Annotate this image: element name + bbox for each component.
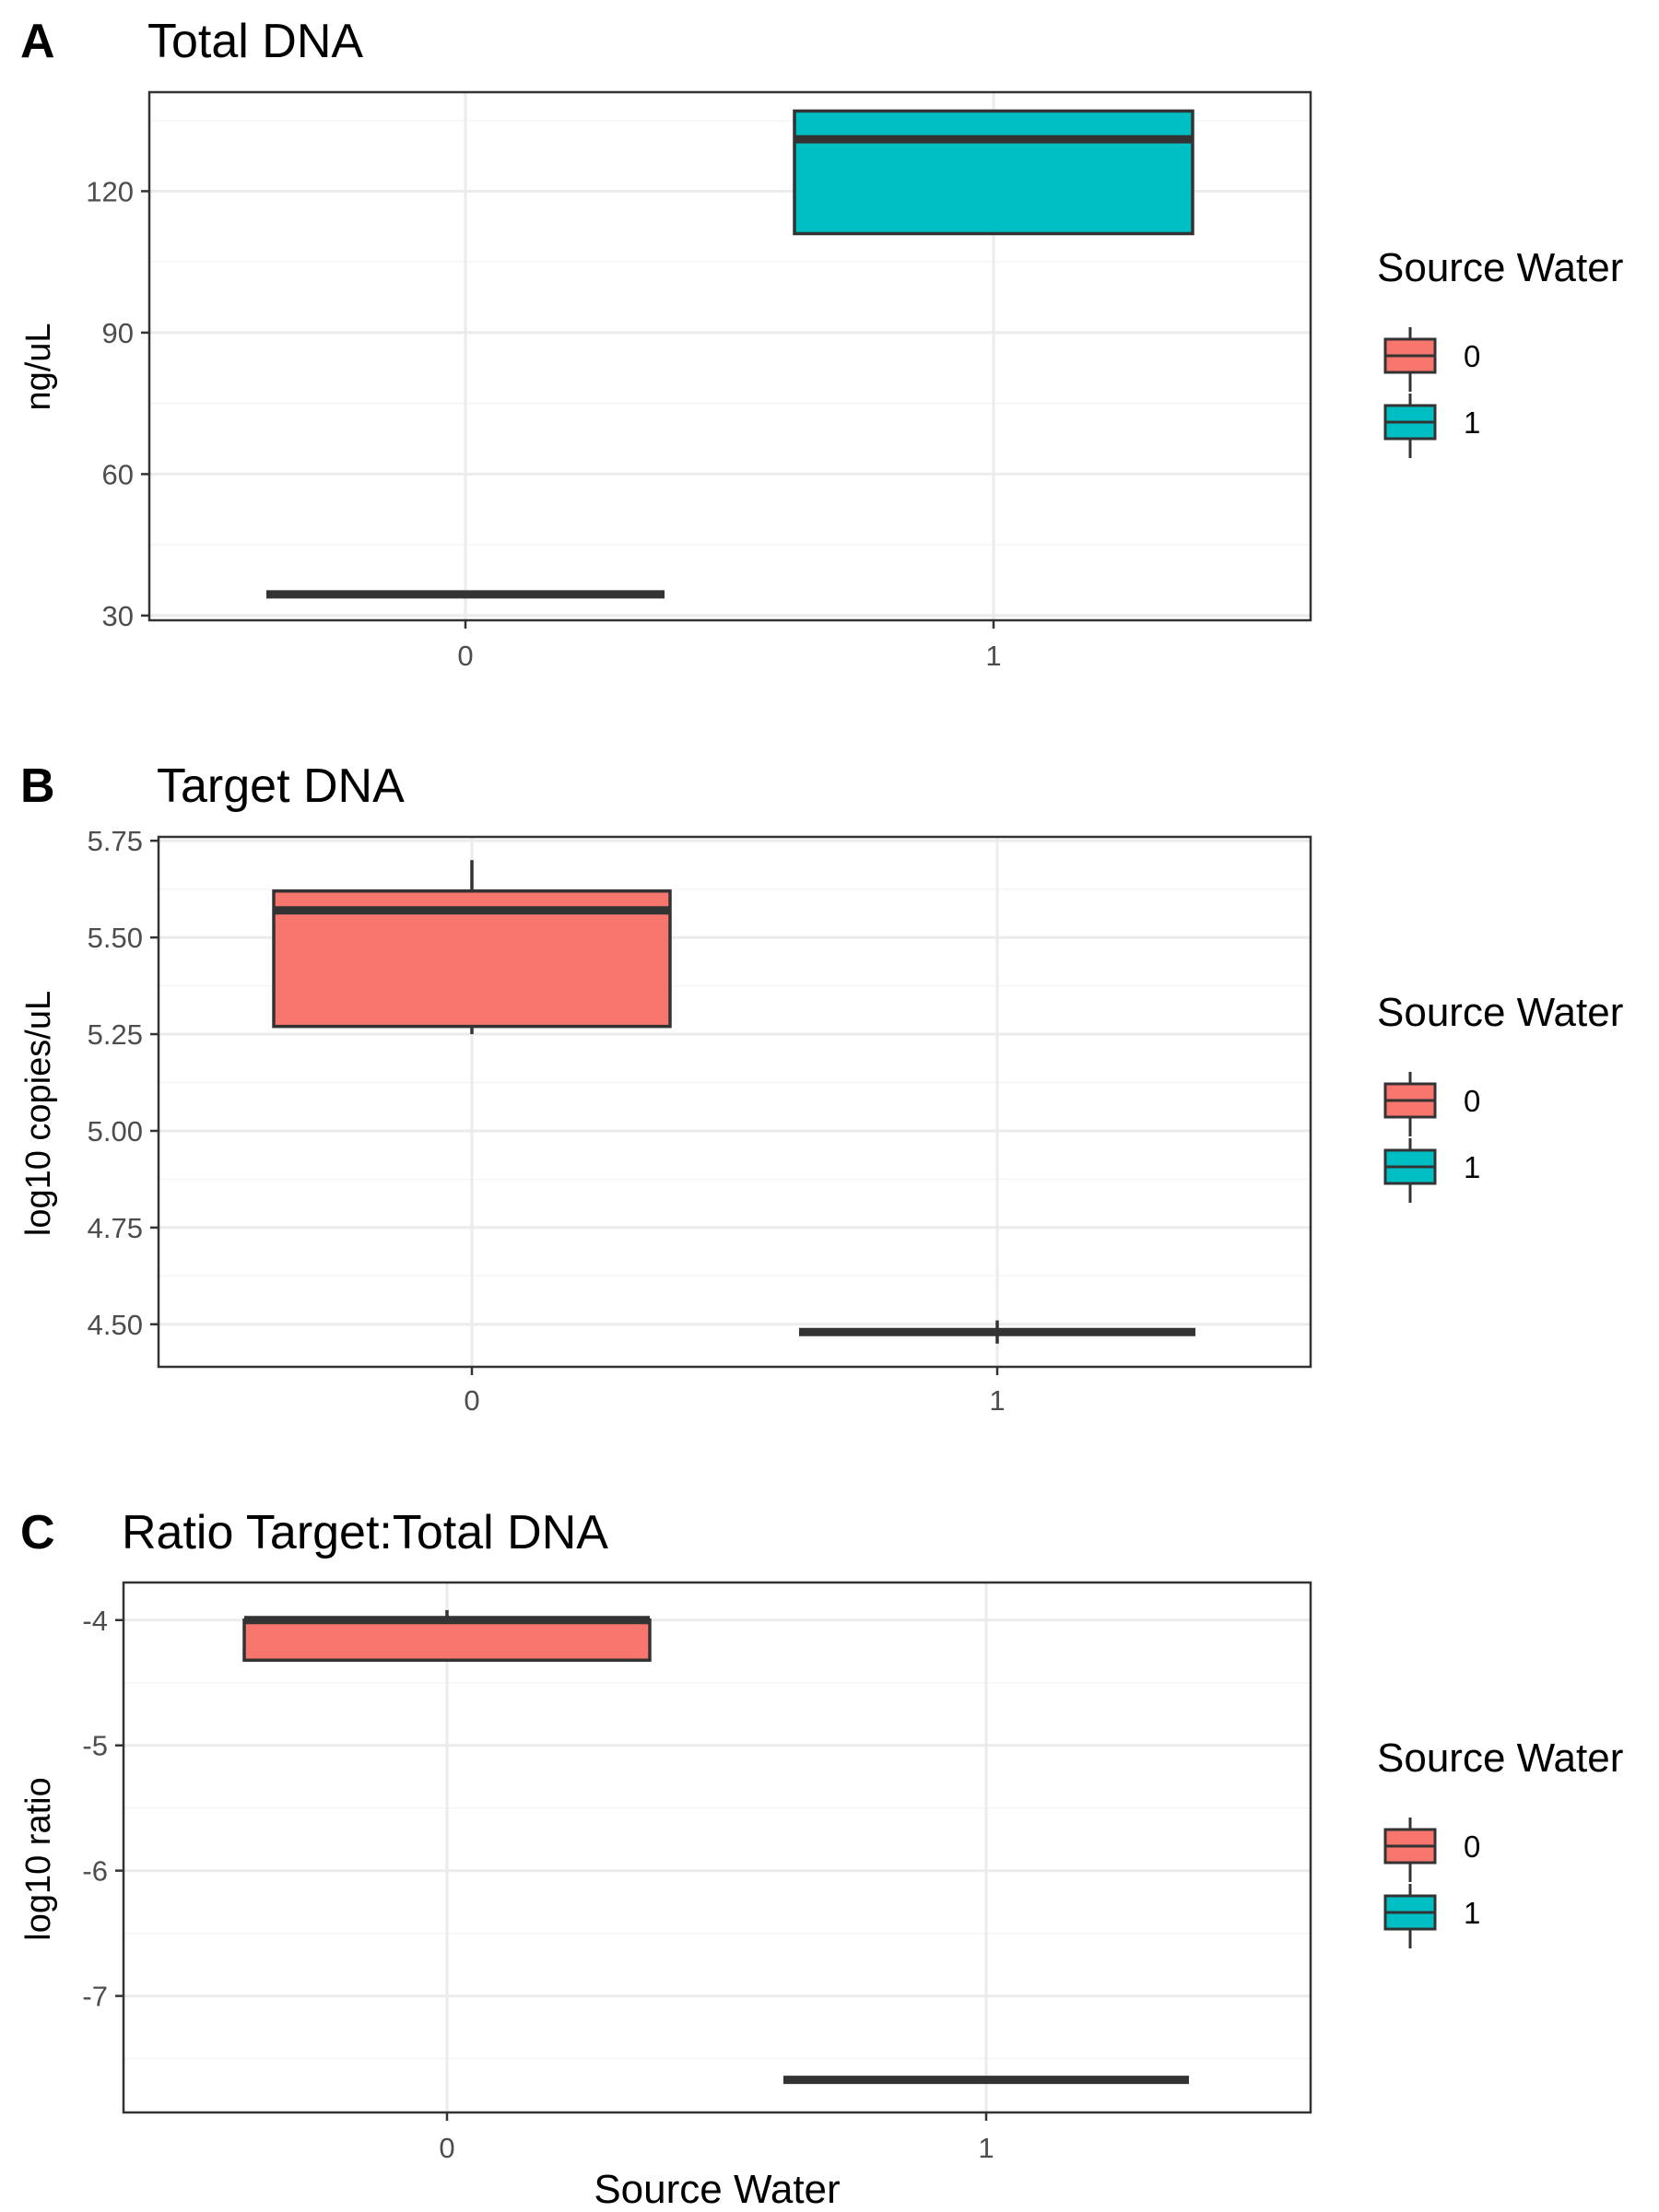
panel-tag: B xyxy=(20,759,55,813)
legend-label: 1 xyxy=(1464,1896,1480,1930)
y-axis-label: log10 ratio xyxy=(19,1777,58,1940)
box-group-1 xyxy=(793,109,1194,236)
y-tick-label: 60 xyxy=(102,458,134,490)
y-tick-label: 120 xyxy=(86,175,134,207)
x-tick-label: 0 xyxy=(439,2132,454,2164)
y-tick-label: 30 xyxy=(102,600,134,632)
y-tick-label: -6 xyxy=(82,1855,108,1888)
panel-title: Total DNA xyxy=(147,15,363,68)
box-group-1 xyxy=(783,2076,1189,2085)
panel-a: A Total DNA 30 60 90 120 0 1 ng/uL Source Water 0 1 xyxy=(19,15,1623,672)
x-tick-label: 0 xyxy=(457,640,473,672)
panel-title: Ratio Target:Total DNA xyxy=(122,1506,608,1559)
panel-tag: C xyxy=(20,1506,55,1559)
y-tick-label: 5.00 xyxy=(88,1115,143,1147)
panel-border xyxy=(157,835,1312,1369)
box-group-0 xyxy=(242,1609,652,1663)
legend-key-1 xyxy=(1383,1138,1437,1203)
legend-key-1 xyxy=(1383,394,1437,458)
y-tick-label: 5.75 xyxy=(88,825,143,857)
x-axis-label: Source Water xyxy=(594,2167,840,2212)
panel-border xyxy=(122,1581,1312,2114)
legend: Source Water 0 1 xyxy=(1377,1735,1623,1948)
y-tick-label: -4 xyxy=(82,1605,108,1637)
legend-label: 1 xyxy=(1464,406,1480,440)
box-iqr xyxy=(793,109,1194,236)
panel-border xyxy=(147,90,1312,622)
x-tick-label: 1 xyxy=(989,1384,1005,1417)
y-axis-label: ng/uL xyxy=(19,323,58,410)
panel-title: Target DNA xyxy=(157,759,405,813)
x-tick-label: 0 xyxy=(464,1384,479,1417)
grid-lines xyxy=(149,92,1311,620)
y-axis-label: log10 copies/uL xyxy=(19,991,58,1236)
legend-title: Source Water xyxy=(1377,1735,1623,1781)
legend-key-0 xyxy=(1383,327,1437,392)
legend-title: Source Water xyxy=(1377,990,1623,1035)
legend-label: 0 xyxy=(1464,339,1480,373)
y-tick-label: -5 xyxy=(82,1730,108,1762)
y-tick-label: 4.50 xyxy=(88,1309,143,1341)
legend-label: 0 xyxy=(1464,1084,1480,1118)
y-tick-label: 5.50 xyxy=(88,922,143,954)
box-group-0 xyxy=(272,860,672,1035)
panel-b: B Target DNA 4.50 4.75 5.00 5.25 5.50 5.75 0 1 log… xyxy=(19,759,1623,1417)
panel-tag: A xyxy=(20,15,55,68)
legend-key-0 xyxy=(1383,1818,1437,1882)
legend: Source Water 0 1 xyxy=(1377,990,1623,1203)
panel-background xyxy=(124,1583,1311,2112)
y-tick-label: -7 xyxy=(82,1981,108,2013)
y-tick-label: 90 xyxy=(102,317,134,349)
box-group-1 xyxy=(799,1320,1195,1344)
x-tick-label: 1 xyxy=(978,2132,994,2164)
legend-label: 0 xyxy=(1464,1830,1480,1864)
box-iqr xyxy=(242,1618,652,1663)
legend-key-1 xyxy=(1383,1884,1437,1948)
grid-lines xyxy=(159,837,1311,1367)
panel-c: C Ratio Target:Total DNA -7 -6 -5 -4 0 1 log10 r… xyxy=(19,1506,1623,2212)
legend-title: Source Water xyxy=(1377,245,1623,290)
legend: Source Water 0 1 xyxy=(1377,245,1623,458)
y-tick-label: 4.75 xyxy=(88,1212,143,1244)
legend-label: 1 xyxy=(1464,1150,1480,1184)
legend-key-0 xyxy=(1383,1072,1437,1136)
y-tick-label: 5.25 xyxy=(88,1018,143,1051)
x-tick-label: 1 xyxy=(985,640,1001,672)
